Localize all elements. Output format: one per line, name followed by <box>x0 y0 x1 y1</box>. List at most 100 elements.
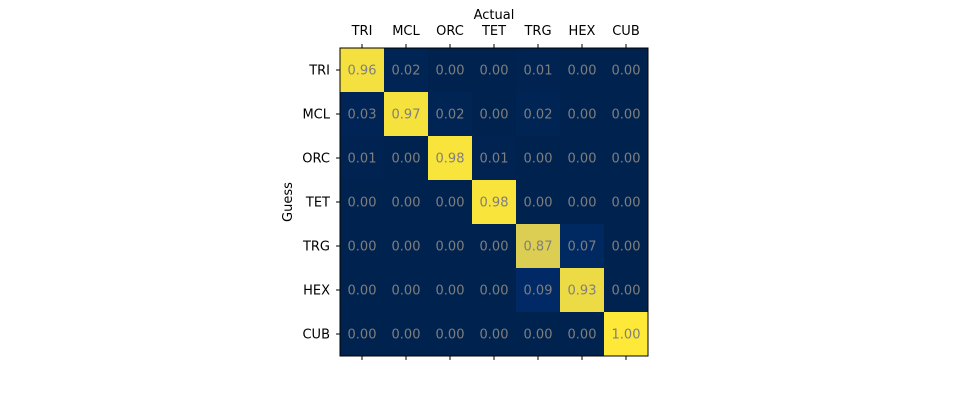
cell-value-label: 0.00 <box>436 196 465 211</box>
cell-value-label: 0.00 <box>612 240 641 255</box>
cell-value-label: 0.00 <box>480 240 509 255</box>
x-tick-label-mcl: MCL <box>392 24 420 39</box>
heatmap-cell-tri-orc <box>428 48 472 92</box>
cell-annotations: 0.96 0.02 0.00 0.00 0.01 0.00 0.00 0.03 0.97 0.02… <box>348 64 641 343</box>
x-axis-bottom-ticks <box>361 356 627 360</box>
cell-value-label: 0.00 <box>568 196 597 211</box>
cell-value-label: 0.00 <box>612 196 641 211</box>
heatmap-cell-cub-tri <box>340 312 384 356</box>
y-tick-label-hex: HEX <box>303 284 330 299</box>
cell-value-label: 0.97 <box>392 108 421 123</box>
cell-value-label: 0.00 <box>436 240 465 255</box>
cell-value-label: 0.01 <box>480 152 509 167</box>
heatmap-cell-tri-tri <box>340 48 384 92</box>
cell-value-label: 0.00 <box>436 284 465 299</box>
heatmap-cell-tet-tri <box>340 180 384 224</box>
heatmap-cell-trg-tri <box>340 224 384 268</box>
heatmap-cell-mcl-cub <box>604 92 648 136</box>
cell-value-label: 0.00 <box>568 152 597 167</box>
x-axis-ticks: TRI MCL ORC TET TRG HEX CUB <box>351 24 640 48</box>
heatmap-cell-hex-trg <box>516 268 560 312</box>
heatmap-cell-mcl-tri <box>340 92 384 136</box>
cell-value-label: 0.00 <box>392 284 421 299</box>
cell-value-label: 0.02 <box>436 108 465 123</box>
cell-value-label: 0.00 <box>392 152 421 167</box>
heatmap-cell-cub-tet <box>472 312 516 356</box>
cell-value-label: 0.00 <box>524 328 553 343</box>
heatmap-cell-tri-tet <box>472 48 516 92</box>
cell-value-label: 0.96 <box>348 64 377 79</box>
heatmap-cell-tri-mcl <box>384 48 428 92</box>
heatmap-cell-hex-mcl <box>384 268 428 312</box>
heatmap-cell-tet-mcl <box>384 180 428 224</box>
cell-value-label: 0.00 <box>612 284 641 299</box>
heatmap-cell-cub-hex <box>560 312 604 356</box>
cell-value-label: 0.00 <box>568 64 597 79</box>
cell-value-label: 0.00 <box>480 284 509 299</box>
cell-value-label: 0.00 <box>392 328 421 343</box>
cell-value-label: 0.00 <box>348 284 377 299</box>
y-tick-label-cub: CUB <box>302 328 330 343</box>
heatmap-cell-mcl-orc <box>428 92 472 136</box>
cell-value-label: 0.09 <box>524 284 553 299</box>
y-tick-label-mcl: MCL <box>302 108 330 123</box>
heatmap-cell-mcl-hex <box>560 92 604 136</box>
heatmap-cell-orc-mcl <box>384 136 428 180</box>
cell-value-label: 0.00 <box>612 108 641 123</box>
cell-value-label: 0.98 <box>480 196 509 211</box>
heatmap-cell-mcl-trg <box>516 92 560 136</box>
y-tick-label-orc: ORC <box>302 152 330 167</box>
cell-value-label: 0.00 <box>524 196 553 211</box>
cell-value-label: 0.00 <box>436 328 465 343</box>
heatmap-cell-hex-hex <box>560 268 604 312</box>
heatmap-cells <box>340 48 648 356</box>
cell-value-label: 0.01 <box>524 64 553 79</box>
cell-value-label: 0.00 <box>480 328 509 343</box>
heatmap-cell-tet-hex <box>560 180 604 224</box>
cell-value-label: 0.00 <box>348 328 377 343</box>
heatmap-cell-trg-orc <box>428 224 472 268</box>
cell-value-label: 0.00 <box>348 240 377 255</box>
cell-value-label: 0.02 <box>524 108 553 123</box>
heatmap-cell-cub-cub <box>604 312 648 356</box>
heatmap-cell-orc-orc <box>428 136 472 180</box>
cell-value-label: 0.02 <box>392 64 421 79</box>
cell-value-label: 0.00 <box>348 196 377 211</box>
y-tick-label-tet: TET <box>305 196 330 211</box>
x-tick-label-trg: TRG <box>523 24 551 39</box>
heatmap-cell-orc-cub <box>604 136 648 180</box>
x-tick-label-cub: CUB <box>612 24 640 39</box>
heatmap-cell-tet-tet <box>472 180 516 224</box>
cell-value-label: 0.00 <box>612 64 641 79</box>
heatmap-cell-hex-orc <box>428 268 472 312</box>
heatmap-cell-mcl-mcl <box>384 92 428 136</box>
heatmap-cell-hex-cub <box>604 268 648 312</box>
cell-value-label: 0.00 <box>392 240 421 255</box>
x-tick-label-tet: TET <box>481 24 506 39</box>
cell-value-label: 0.00 <box>612 152 641 167</box>
heatmap-cell-tri-cub <box>604 48 648 92</box>
x-axis-title: Actual <box>474 8 515 23</box>
heatmap-cell-trg-tet <box>472 224 516 268</box>
heatmap-cell-tri-trg <box>516 48 560 92</box>
y-axis-ticks: TRI MCL ORC TET TRG HEX CUB <box>302 64 340 343</box>
heatmap-cell-hex-tet <box>472 268 516 312</box>
cell-value-label: 0.87 <box>524 240 553 255</box>
cell-value-label: 0.00 <box>568 328 597 343</box>
cell-value-label: 0.98 <box>436 152 465 167</box>
heatmap-cell-mcl-tet <box>472 92 516 136</box>
heatmap-cell-orc-tet <box>472 136 516 180</box>
heatmap-cell-trg-cub <box>604 224 648 268</box>
y-axis-title: Guess <box>281 182 296 222</box>
x-tick-label-tri: TRI <box>351 24 373 39</box>
y-tick-label-trg: TRG <box>302 240 330 255</box>
heatmap-cell-orc-trg <box>516 136 560 180</box>
cell-value-label: 0.93 <box>568 284 597 299</box>
heatmap-cell-cub-mcl <box>384 312 428 356</box>
x-tick-label-orc: ORC <box>436 24 464 39</box>
heatmap-cell-trg-trg <box>516 224 560 268</box>
heatmap-cell-tet-orc <box>428 180 472 224</box>
heatmap-cell-tet-cub <box>604 180 648 224</box>
